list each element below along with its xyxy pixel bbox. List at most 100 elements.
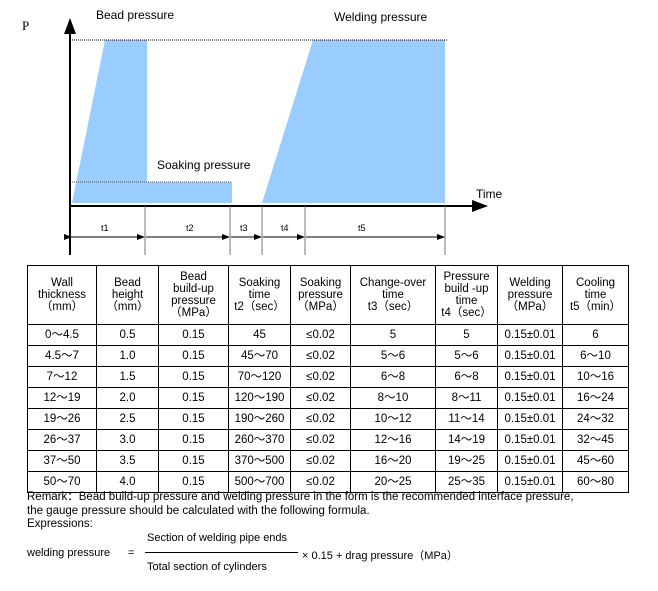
table-cell: 70～120 <box>228 366 291 388</box>
column-header: Soaking pressure （MPa） <box>290 265 351 325</box>
table-cell: 0.15±0.01 <box>497 345 563 367</box>
header-line: time <box>382 289 404 301</box>
x-axis-label: Time <box>476 187 503 201</box>
table-cell: 190～260 <box>228 408 291 430</box>
table-cell: 5～6 <box>350 345 436 367</box>
header-line: Soaking <box>299 277 342 289</box>
table-cell: 260～370 <box>228 429 291 451</box>
header-line: （MPa） <box>297 301 344 313</box>
header-line: t3（sec） <box>367 301 419 313</box>
table-cell: 0～4.5 <box>27 324 97 346</box>
table-cell: 8～10 <box>350 387 436 409</box>
interval-label-t1: t1 <box>101 223 109 233</box>
header-line: pressure <box>507 289 553 301</box>
formula-numerator: Section of welding pipe ends <box>147 532 288 544</box>
column-header: Bead height （mm） <box>96 265 159 325</box>
table-cell: 4.0 <box>96 471 159 493</box>
formula-lhs: welding pressure <box>27 547 111 559</box>
welding-parameters-table: Wall thickness （mm） Bead height （mm） Bead build… <box>27 265 629 493</box>
table-cell: 16～24 <box>562 387 629 409</box>
table-cell: ≤0.02 <box>290 450 351 472</box>
header-line: height <box>111 289 144 301</box>
header-line: time <box>248 289 271 301</box>
table-cell: 19～26 <box>27 408 97 430</box>
table-cell: 14～19 <box>435 429 498 451</box>
table-cell: 120～190 <box>228 387 291 409</box>
table-cell: 12～19 <box>27 387 97 409</box>
table-cell: 6 <box>562 324 629 346</box>
table-cell: 3.5 <box>96 450 159 472</box>
table-cell: 7～12 <box>27 366 97 388</box>
table-cell: ≤0.02 <box>290 324 351 346</box>
welding-pressure-label: Welding pressure <box>334 10 427 24</box>
table-cell: 6～8 <box>350 366 436 388</box>
table-cell: 0.15±0.01 <box>497 450 563 472</box>
table-cell: 37～50 <box>27 450 97 472</box>
remark-line-1: Remark：Bead build-up pressure and weldin… <box>27 491 574 503</box>
table-cell: 0.15 <box>158 450 229 472</box>
table-cell: 10～16 <box>562 366 629 388</box>
table-cell: 0.15±0.01 <box>497 471 563 493</box>
table-cell: 0.15±0.01 <box>497 387 563 409</box>
table-row: 37～50 3.5 0.15 370～500 ≤0.02 16～20 19～25 0.15±0… <box>27 450 629 472</box>
table-cell: ≤0.02 <box>290 366 351 388</box>
remark-line-2: the gauge pressure should be calculated … <box>27 505 370 517</box>
table-cell: 50～70 <box>27 471 97 493</box>
table-cell: 10～12 <box>350 408 436 430</box>
soaking-pressure-label: Soaking pressure <box>157 158 251 172</box>
header-line: t2（sec） <box>234 301 285 313</box>
header-line: pressure <box>171 295 216 307</box>
welding-area <box>262 40 445 203</box>
table-cell: ≤0.02 <box>290 408 351 430</box>
header-line: （mm） <box>106 301 149 313</box>
table-row: 12～19 2.0 0.15 120～190 ≤0.02 8～10 8～11 0.15±0.0… <box>27 387 629 409</box>
table-cell: 26～37 <box>27 429 97 451</box>
table-cell: 45～70 <box>228 345 291 367</box>
table-cell: 0.15±0.01 <box>497 324 563 346</box>
table-cell: 6～10 <box>562 345 629 367</box>
bead-pressure-label: Bead pressure <box>96 8 174 22</box>
interval-label-t4: t4 <box>281 223 289 233</box>
table-cell: 0.15±0.01 <box>497 408 563 430</box>
interval-ticks <box>144 206 446 255</box>
table-cell: 2.5 <box>96 408 159 430</box>
column-header: Pressure build -up time t4（sec） <box>435 265 498 325</box>
table-cell: 60～80 <box>562 471 629 493</box>
table-cell: 500～700 <box>228 471 291 493</box>
table-row: 26～37 3.0 0.15 260～370 ≤0.02 12～16 14～19 0.15±0… <box>27 429 629 451</box>
formula-equals: = <box>128 547 135 559</box>
table-row: 50～70 4.0 0.15 500～700 ≤0.02 20～25 25～35 0.15±0… <box>27 471 629 493</box>
table-cell: 16～20 <box>350 450 436 472</box>
table-cell: 8～11 <box>435 387 498 409</box>
table-cell: 6～8 <box>435 366 498 388</box>
table-cell: 12～16 <box>350 429 436 451</box>
table-cell: ≤0.02 <box>290 429 351 451</box>
table-cell: 0.15 <box>158 366 229 388</box>
table-cell: 19～25 <box>435 450 498 472</box>
header-line: Welding <box>509 277 551 289</box>
table-cell: 32～45 <box>562 429 629 451</box>
table-cell: 370～500 <box>228 450 291 472</box>
header-line: Pressure <box>443 271 490 283</box>
header-line: Bead <box>114 277 141 289</box>
header-line: build-up <box>173 283 214 295</box>
table-cell: 45～60 <box>562 450 629 472</box>
table-cell: 0.15 <box>158 408 229 430</box>
column-header: Soaking time t2（sec） <box>228 265 291 325</box>
header-line: （mm） <box>40 301 84 313</box>
column-header: Bead build-up pressure （MPa） <box>158 265 229 325</box>
table-cell: 4.5～7 <box>27 345 97 367</box>
header-line: Bead <box>180 271 207 283</box>
header-line: Wall <box>51 277 73 289</box>
table-cell: 0.5 <box>96 324 159 346</box>
column-header: Welding pressure （MPa） <box>497 265 563 325</box>
fraction-bar <box>145 552 298 553</box>
header-line: thickness <box>38 289 86 301</box>
table-cell: 0.15 <box>158 429 229 451</box>
table-row: 0～4.5 0.5 0.15 45 ≤0.02 5 5 0.15±0.01 6 <box>27 324 629 346</box>
table-cell: 45 <box>228 324 291 346</box>
table-cell: 5 <box>435 324 498 346</box>
header-line: time <box>584 289 607 301</box>
table-cell: ≤0.02 <box>290 471 351 493</box>
interval-label-t2: t2 <box>186 223 194 233</box>
